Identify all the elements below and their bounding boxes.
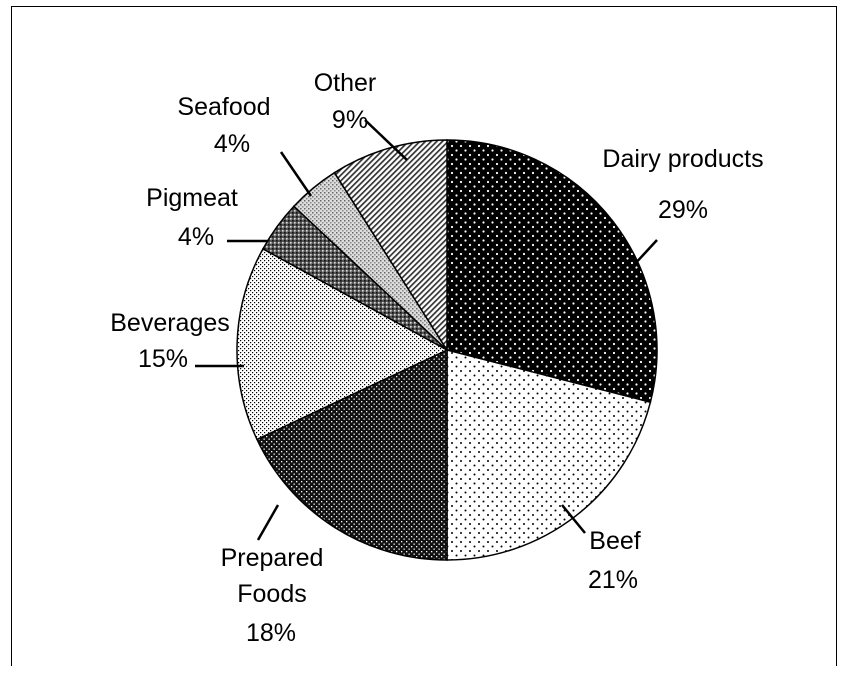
- leader-line-other: [364, 119, 408, 161]
- label-other-pct: 9%: [332, 106, 368, 134]
- label-beef-pct: 21%: [588, 566, 638, 594]
- leader-line-dairy-products: [632, 239, 658, 267]
- pie-slice-beverages: [236, 247, 449, 441]
- label-prepared-foods-name-2: Foods: [237, 580, 306, 608]
- pie-slices: [236, 139, 658, 561]
- pie-slice-beef: [446, 349, 652, 561]
- leader-line-seafood: [279, 151, 313, 197]
- label-seafood-pct: 4%: [214, 130, 250, 158]
- label-beef-name: Beef: [589, 527, 640, 555]
- label-beverages-pct: 15%: [138, 345, 188, 373]
- chart-frame: [11, 6, 837, 666]
- leader-lines: [195, 119, 658, 541]
- label-dairy-products-name: Dairy products: [602, 145, 763, 173]
- label-beverages-name: Beverages: [110, 309, 230, 337]
- label-dairy-products-pct: 29%: [658, 196, 708, 224]
- label-other-name: Other: [314, 69, 377, 97]
- pie-slice-dairy-products: [446, 139, 658, 404]
- label-prepared-foods-pct: 18%: [246, 619, 296, 647]
- label-prepared-foods-name-1: Prepared: [221, 544, 324, 572]
- label-pigmeat-pct: 4%: [178, 223, 214, 251]
- leader-line-beef: [561, 504, 586, 534]
- pie-slice-prepared-foods: [255, 348, 448, 561]
- leader-line-prepared-foods: [256, 504, 280, 541]
- pie-slice-other: [333, 139, 448, 353]
- label-seafood-name: Seafood: [177, 93, 270, 121]
- label-pigmeat-name: Pigmeat: [146, 184, 238, 212]
